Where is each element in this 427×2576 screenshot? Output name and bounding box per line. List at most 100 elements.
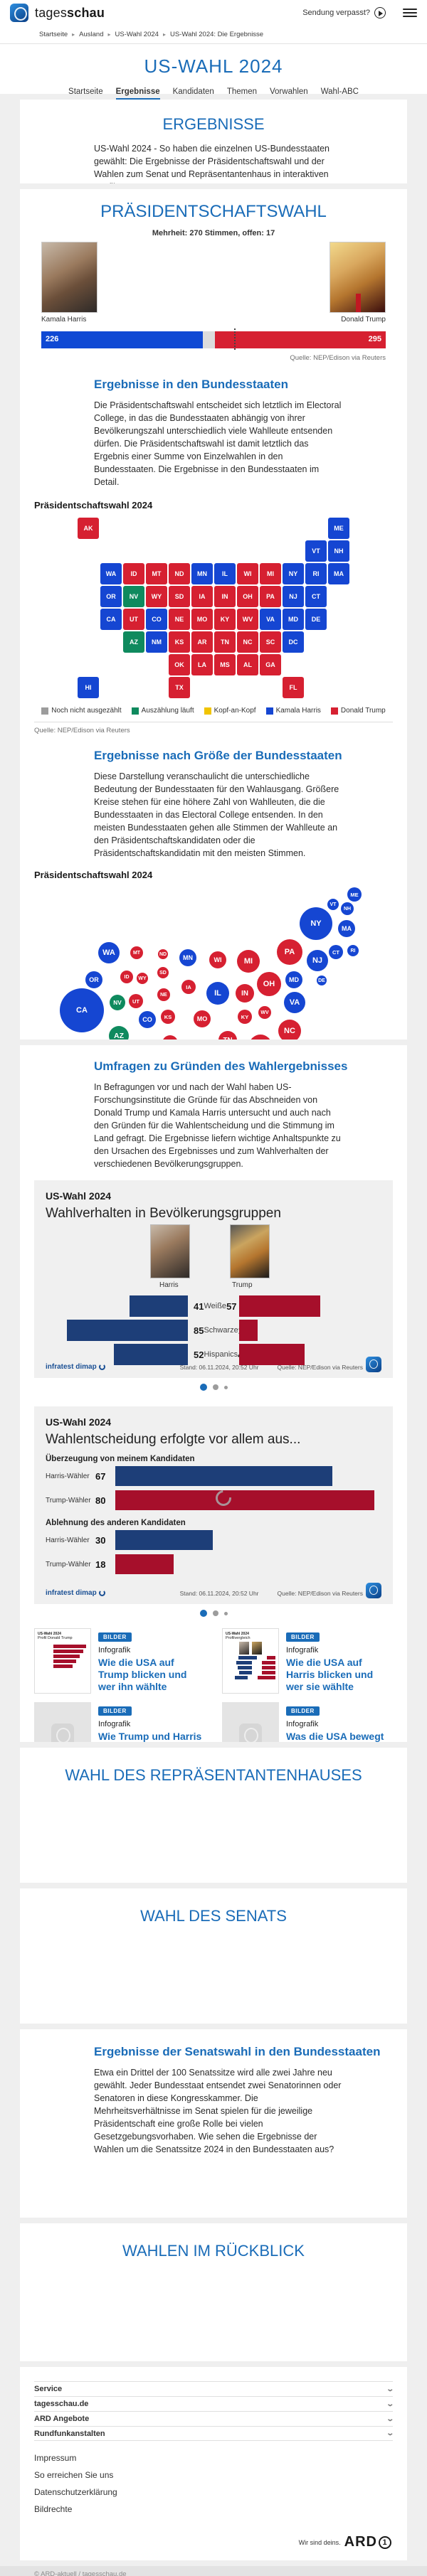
- state-tile-NJ[interactable]: NJ: [283, 586, 304, 607]
- state-bubble-CA[interactable]: CA: [60, 988, 104, 1032]
- state-bubble-MI[interactable]: MI: [237, 950, 260, 973]
- state-tile-KS[interactable]: KS: [169, 631, 190, 653]
- teaser-title[interactable]: Wie die USA auf Harris blicken und wer s…: [286, 1657, 374, 1692]
- footer-link[interactable]: Impressum: [34, 2453, 77, 2463]
- state-tile-LA[interactable]: LA: [191, 654, 213, 675]
- state-tile-VT[interactable]: VT: [305, 540, 327, 562]
- state-tile-AR[interactable]: AR: [191, 631, 213, 653]
- footer-accordion-rundfunkanstalten[interactable]: Rundfunkanstalten ⌄: [34, 2426, 394, 2441]
- state-bubble-NC[interactable]: NC: [278, 1020, 301, 1040]
- state-bubble-UT[interactable]: UT: [129, 994, 143, 1008]
- state-tile-DC[interactable]: DC: [283, 631, 304, 653]
- state-tile-OK[interactable]: OK: [169, 654, 190, 675]
- state-bubble-IL[interactable]: IL: [206, 982, 229, 1005]
- state-tile-MD[interactable]: MD: [283, 609, 304, 630]
- tagesschau-logo-icon[interactable]: [10, 4, 28, 22]
- state-bubble-MT[interactable]: MT: [130, 946, 143, 959]
- state-tile-NM[interactable]: NM: [146, 631, 167, 653]
- state-tile-ID[interactable]: ID: [123, 563, 144, 584]
- state-tile-UT[interactable]: UT: [123, 609, 144, 630]
- state-tile-MA[interactable]: MA: [328, 563, 349, 584]
- breadcrumb-item[interactable]: Startseite: [39, 31, 68, 38]
- footer-accordion-service[interactable]: Service ⌄: [34, 2381, 394, 2396]
- state-bubble-NJ[interactable]: NJ: [307, 950, 328, 971]
- state-bubble-TN[interactable]: TN: [218, 1031, 237, 1040]
- brand-wordmark[interactable]: tagesschau: [35, 5, 105, 20]
- tab-kandidaten[interactable]: Kandidaten: [172, 87, 214, 96]
- state-bubble-NV[interactable]: NV: [110, 995, 125, 1010]
- state-bubble-VT[interactable]: VT: [327, 899, 339, 910]
- teaser-title[interactable]: Wie die USA auf Trump blicken und wer ih…: [98, 1657, 187, 1692]
- state-tile-AL[interactable]: AL: [237, 654, 258, 675]
- state-tile-MS[interactable]: MS: [214, 654, 236, 675]
- state-bubble-NH[interactable]: NH: [341, 902, 354, 915]
- tab-startseite[interactable]: Startseite: [68, 87, 103, 96]
- state-bubble-MD[interactable]: MD: [285, 971, 302, 988]
- state-tile-NH[interactable]: NH: [328, 540, 349, 562]
- electoral-bar[interactable]: 226 295: [41, 328, 386, 350]
- state-tile-PA[interactable]: PA: [260, 586, 281, 607]
- state-tile-NY[interactable]: NY: [283, 563, 304, 584]
- state-bubble-OH[interactable]: OH: [257, 972, 281, 996]
- state-bubble-MA[interactable]: MA: [338, 920, 355, 937]
- state-bubble-PA[interactable]: PA: [277, 939, 302, 965]
- state-bubble-WY[interactable]: WY: [137, 973, 148, 984]
- state-bubble-ME[interactable]: ME: [347, 887, 362, 902]
- state-tile-SD[interactable]: SD: [169, 586, 190, 607]
- state-tile-IL[interactable]: IL: [214, 563, 236, 584]
- carousel-dot[interactable]: [223, 1385, 228, 1389]
- teaser-item[interactable]: BILDER Infografik Wie Trump und Harris im …: [34, 1702, 205, 1742]
- state-tile-MI[interactable]: MI: [260, 563, 281, 584]
- tab-ergebnisse[interactable]: Ergebnisse: [115, 87, 160, 100]
- state-tile-TN[interactable]: TN: [214, 631, 236, 653]
- state-bubble-AZ[interactable]: AZ: [109, 1026, 129, 1040]
- carousel-dot[interactable]: [212, 1610, 218, 1616]
- state-bubble-IA[interactable]: IA: [181, 980, 196, 994]
- teaser-title[interactable]: Wie Trump und Harris im Vergleich bewert…: [98, 1731, 202, 1742]
- tab-vorwahlen[interactable]: Vorwahlen: [270, 87, 308, 96]
- state-tile-OH[interactable]: OH: [237, 586, 258, 607]
- state-tile-RI[interactable]: RI: [305, 563, 327, 584]
- state-bubble-CT[interactable]: CT: [329, 945, 343, 959]
- state-tile-TX[interactable]: TX: [169, 677, 190, 698]
- state-tile-NV[interactable]: NV: [123, 586, 144, 607]
- play-icon[interactable]: [374, 7, 386, 18]
- state-tile-WA[interactable]: WA: [100, 563, 122, 584]
- state-tile-WV[interactable]: WV: [237, 609, 258, 630]
- breadcrumb-item[interactable]: Ausland: [79, 31, 104, 38]
- state-tile-IA[interactable]: IA: [191, 586, 213, 607]
- state-tile-NC[interactable]: NC: [237, 631, 258, 653]
- state-bubble-VA[interactable]: VA: [284, 992, 305, 1013]
- footer-link[interactable]: Bildrechte: [34, 2504, 73, 2514]
- tab-wahl-abc[interactable]: Wahl-ABC: [320, 87, 359, 96]
- state-tile-CA[interactable]: CA: [100, 609, 122, 630]
- state-bubble-KY[interactable]: KY: [238, 1010, 252, 1024]
- state-bubble-NE[interactable]: NE: [157, 988, 170, 1001]
- state-tile-CT[interactable]: CT: [305, 586, 327, 607]
- teaser-item[interactable]: US-Wahl 2024 Profil Donald Trump BILDER Inf…: [34, 1628, 205, 1694]
- state-bubble-WV[interactable]: WV: [258, 1006, 271, 1019]
- teaser-item[interactable]: US-Wahl 2024 Profilvergleich BILDER Infogra…: [222, 1628, 393, 1694]
- state-tile-OR[interactable]: OR: [100, 586, 122, 607]
- state-tile-MN[interactable]: MN: [191, 563, 213, 584]
- state-tile-WY[interactable]: WY: [146, 586, 167, 607]
- state-tile-VA[interactable]: VA: [260, 609, 281, 630]
- state-tile-FL[interactable]: FL: [283, 677, 304, 698]
- state-bubble-WI[interactable]: WI: [209, 951, 226, 968]
- breadcrumb-item[interactable]: US-Wahl 2024: [115, 31, 159, 38]
- state-tile-HI[interactable]: HI: [78, 677, 99, 698]
- state-tile-ND[interactable]: ND: [169, 563, 190, 584]
- state-bubble-MN[interactable]: MN: [179, 949, 196, 966]
- state-bubble-OR[interactable]: OR: [85, 971, 102, 988]
- footer-link[interactable]: So erreichen Sie uns: [34, 2470, 114, 2480]
- state-bubble-KS[interactable]: KS: [161, 1010, 175, 1024]
- state-tile-AZ[interactable]: AZ: [123, 631, 144, 653]
- state-tile-MT[interactable]: MT: [146, 563, 167, 584]
- state-bubble-WA[interactable]: WA: [98, 942, 120, 963]
- state-tile-ME[interactable]: ME: [328, 518, 349, 539]
- state-tile-KY[interactable]: KY: [214, 609, 236, 630]
- state-tile-GA[interactable]: GA: [260, 654, 281, 675]
- carousel-dot[interactable]: [212, 1384, 218, 1390]
- state-bubble-OK[interactable]: OK: [162, 1035, 178, 1040]
- state-tile-AK[interactable]: AK: [78, 518, 99, 539]
